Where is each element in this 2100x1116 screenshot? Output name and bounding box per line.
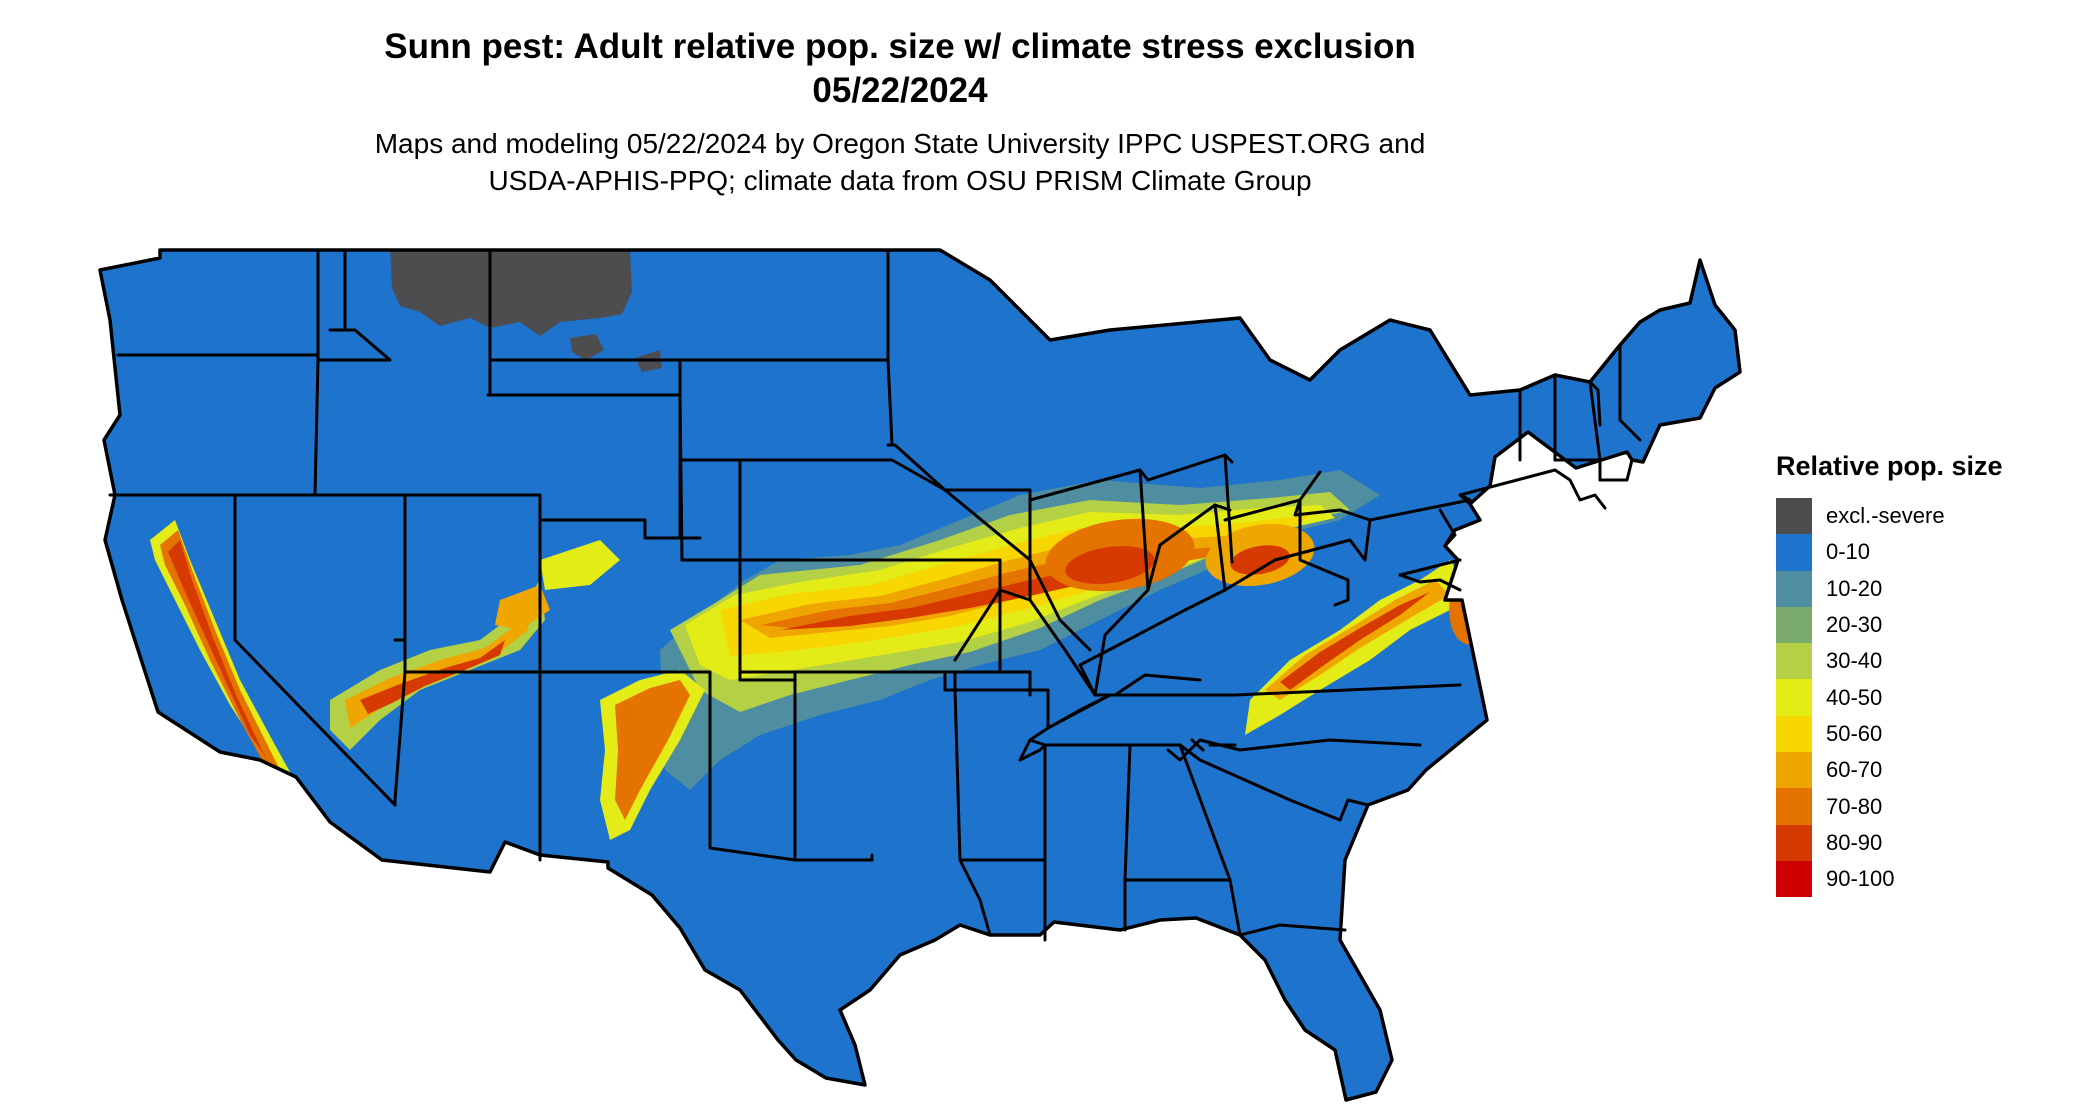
legend-item: 30-40 <box>1776 643 2003 680</box>
legend-label: 40-50 <box>1826 684 1883 710</box>
legend-swatch <box>1776 570 1812 607</box>
legend-item: 60-70 <box>1776 752 2003 789</box>
legend-item: 80-90 <box>1776 824 2003 861</box>
legend-swatch <box>1776 752 1812 789</box>
legend-swatch <box>1776 498 1812 535</box>
map-subtitle-line2: USDA-APHIS-PPQ; climate data from OSU PR… <box>488 165 1312 196</box>
legend-item: 50-60 <box>1776 715 2003 753</box>
hotspot-layer <box>150 470 1503 840</box>
legend-label: 10-20 <box>1826 575 1883 601</box>
map-title: Sunn pest: Adult relative pop. size w/ c… <box>384 27 1416 66</box>
legend: Relative pop. size excl.-severe 0-10 10-20… <box>1776 451 2003 898</box>
legend-title: Relative pop. size <box>1776 451 2003 481</box>
legend-item: 10-20 <box>1776 570 2003 607</box>
legend-swatch <box>1776 534 1812 571</box>
legend-label: 80-90 <box>1826 829 1883 855</box>
legend-label: 30-40 <box>1826 648 1883 674</box>
map-date: 05/22/2024 <box>812 71 988 110</box>
legend-item: excl.-severe <box>1776 498 2003 535</box>
legend-label: 60-70 <box>1826 757 1883 783</box>
legend-swatch <box>1776 643 1812 680</box>
legend-swatch <box>1776 679 1812 716</box>
state-borders <box>108 248 1642 942</box>
legend-swatch <box>1776 860 1812 898</box>
legend-item: 40-50 <box>1776 679 2003 716</box>
legend-swatch <box>1776 824 1812 861</box>
legend-label: 20-30 <box>1826 612 1883 638</box>
legend-item: 20-30 <box>1776 606 2003 644</box>
legend-label: 90-100 <box>1826 866 1895 892</box>
legend-item: 70-80 <box>1776 788 2003 825</box>
legend-label: 70-80 <box>1826 793 1883 819</box>
legend-label: 0-10 <box>1826 539 1871 565</box>
legend-swatch <box>1776 788 1812 825</box>
legend-label: 50-60 <box>1826 720 1883 746</box>
legend-label: excl.-severe <box>1826 503 1945 529</box>
legend-item: 0-10 <box>1776 534 2003 571</box>
legend-swatch <box>1776 606 1812 644</box>
legend-item: 90-100 <box>1776 860 2003 898</box>
legend-swatch <box>1776 715 1812 753</box>
excluded-area <box>390 250 662 372</box>
map-subtitle-line1: Maps and modeling 05/22/2024 by Oregon S… <box>374 128 1426 159</box>
